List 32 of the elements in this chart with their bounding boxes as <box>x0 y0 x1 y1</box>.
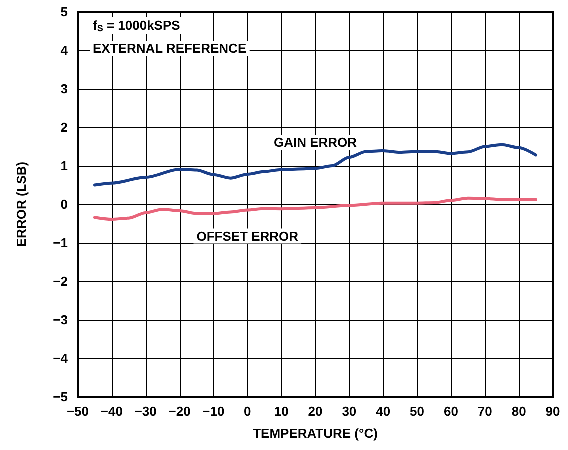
y-tick-label: 4 <box>60 43 69 58</box>
y-tick-label: 3 <box>60 82 68 96</box>
x-tick-label: 50 <box>410 404 425 419</box>
x-tick-label: −10 <box>202 404 225 419</box>
x-axis-title: TEMPERATURE (°C) <box>253 426 378 441</box>
y-tick-label: −2 <box>53 274 68 289</box>
y-tick-label: 5 <box>60 4 68 20</box>
series-label: GAIN ERROR <box>274 135 358 150</box>
line-series <box>93 196 538 222</box>
x-tick-label: −50 <box>66 404 90 419</box>
x-tick-label: 70 <box>478 404 492 419</box>
annotation: EXTERNAL REFERENCE <box>93 41 247 56</box>
y-tick-label: −4 <box>53 351 69 366</box>
x-tick-label: −40 <box>100 404 123 419</box>
y-tick-label: 1 <box>60 158 68 174</box>
x-tick-label: −20 <box>168 404 191 419</box>
y-tick-label: 2 <box>60 120 68 135</box>
y-axis-title: ERROR (LSB) <box>14 162 29 248</box>
series-label: OFFSET ERROR <box>196 228 300 244</box>
x-tick-label: 40 <box>376 404 391 419</box>
x-tick-label: 20 <box>308 404 323 419</box>
x-tick-label: −30 <box>134 404 157 419</box>
y-tick-label: −5 <box>53 390 68 404</box>
x-tick-label: 10 <box>274 404 289 419</box>
y-tick-label: −1 <box>53 236 68 250</box>
y-tick-label: 0 <box>60 197 68 212</box>
x-tick-label: 80 <box>512 404 526 419</box>
x-tick-label: 90 <box>546 404 560 419</box>
y-tick-label: −3 <box>53 312 68 328</box>
x-tick-label: 60 <box>444 404 458 419</box>
x-tick-label: 0 <box>244 404 252 419</box>
x-tick-label: 30 <box>342 404 357 419</box>
